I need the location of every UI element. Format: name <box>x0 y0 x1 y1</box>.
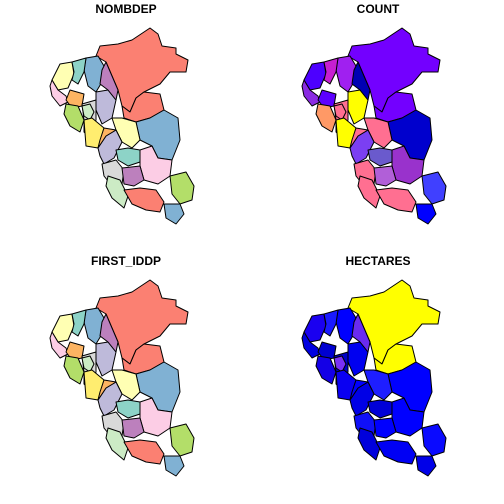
department-region <box>323 309 339 337</box>
department-region <box>421 423 447 457</box>
department-region <box>105 427 129 461</box>
department-region <box>421 171 447 205</box>
department-region <box>105 175 129 209</box>
department-region <box>123 439 165 465</box>
map-panel-first-iddp: FIRST_IDDP <box>0 252 252 504</box>
panel-title: NOMBDEP <box>95 2 157 16</box>
department-region <box>375 439 417 465</box>
department-region <box>315 103 337 133</box>
department-region <box>63 103 85 133</box>
department-region <box>81 103 95 121</box>
department-region <box>375 187 417 213</box>
department-region <box>301 331 321 359</box>
department-region <box>415 455 437 477</box>
peru-map <box>301 279 447 477</box>
department-region <box>71 309 87 337</box>
panel-title: HECTARES <box>345 254 411 268</box>
map-panel-nombdep: NOMBDEP <box>0 0 252 252</box>
peru-map <box>301 27 447 225</box>
department-region <box>115 147 141 167</box>
map-panel-hectares: HECTARES <box>252 252 504 504</box>
department-region <box>169 171 195 205</box>
department-region <box>301 79 321 107</box>
department-region <box>349 127 369 149</box>
department-region <box>351 313 371 353</box>
department-region <box>351 61 371 101</box>
department-region <box>367 399 393 419</box>
department-region <box>97 127 117 149</box>
department-region <box>99 61 119 101</box>
department-region <box>415 203 437 225</box>
department-region <box>373 417 397 439</box>
department-region <box>83 307 105 345</box>
department-region <box>367 147 393 167</box>
department-region <box>387 361 433 413</box>
department-region <box>121 417 145 439</box>
map-panel-count: COUNT <box>252 0 504 252</box>
department-region <box>115 399 141 419</box>
department-region <box>135 109 181 161</box>
department-region <box>335 55 357 93</box>
department-region <box>169 423 195 457</box>
department-region <box>163 455 185 477</box>
department-region <box>99 313 119 353</box>
department-region <box>357 175 381 209</box>
panel-title: FIRST_IDDP <box>90 254 161 268</box>
department-region <box>163 203 185 225</box>
peru-map <box>49 279 195 477</box>
department-region <box>323 57 339 85</box>
department-region <box>135 361 181 413</box>
department-region <box>83 55 105 93</box>
department-region <box>373 165 397 187</box>
department-region <box>71 57 87 85</box>
department-region <box>333 355 347 373</box>
department-region <box>97 379 117 401</box>
department-region <box>81 355 95 373</box>
department-region <box>121 165 145 187</box>
peru-map <box>49 27 195 225</box>
department-region <box>333 103 347 121</box>
department-region <box>357 427 381 461</box>
department-region <box>49 331 69 359</box>
department-region <box>123 187 165 213</box>
department-region <box>349 379 369 401</box>
department-region <box>49 79 69 107</box>
department-region <box>315 355 337 385</box>
department-region <box>63 355 85 385</box>
panel-title: COUNT <box>356 2 400 16</box>
department-region <box>335 307 357 345</box>
department-region <box>387 109 433 161</box>
